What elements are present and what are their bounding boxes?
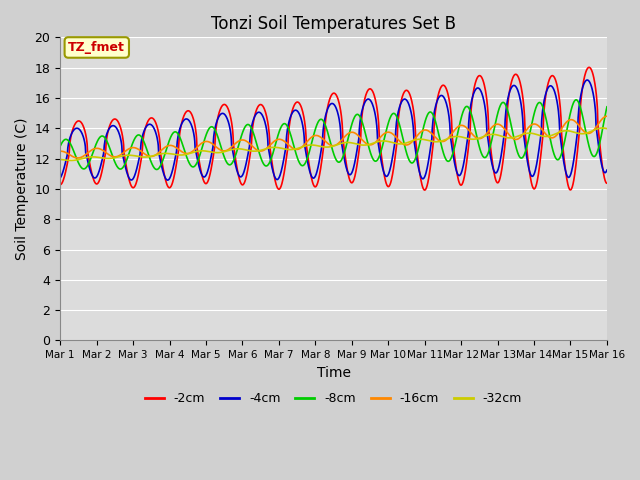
Y-axis label: Soil Temperature (C): Soil Temperature (C) <box>15 118 29 260</box>
Text: TZ_fmet: TZ_fmet <box>68 41 125 54</box>
Title: Tonzi Soil Temperatures Set B: Tonzi Soil Temperatures Set B <box>211 15 456 33</box>
X-axis label: Time: Time <box>317 366 351 380</box>
Legend: -2cm, -4cm, -8cm, -16cm, -32cm: -2cm, -4cm, -8cm, -16cm, -32cm <box>140 387 527 410</box>
